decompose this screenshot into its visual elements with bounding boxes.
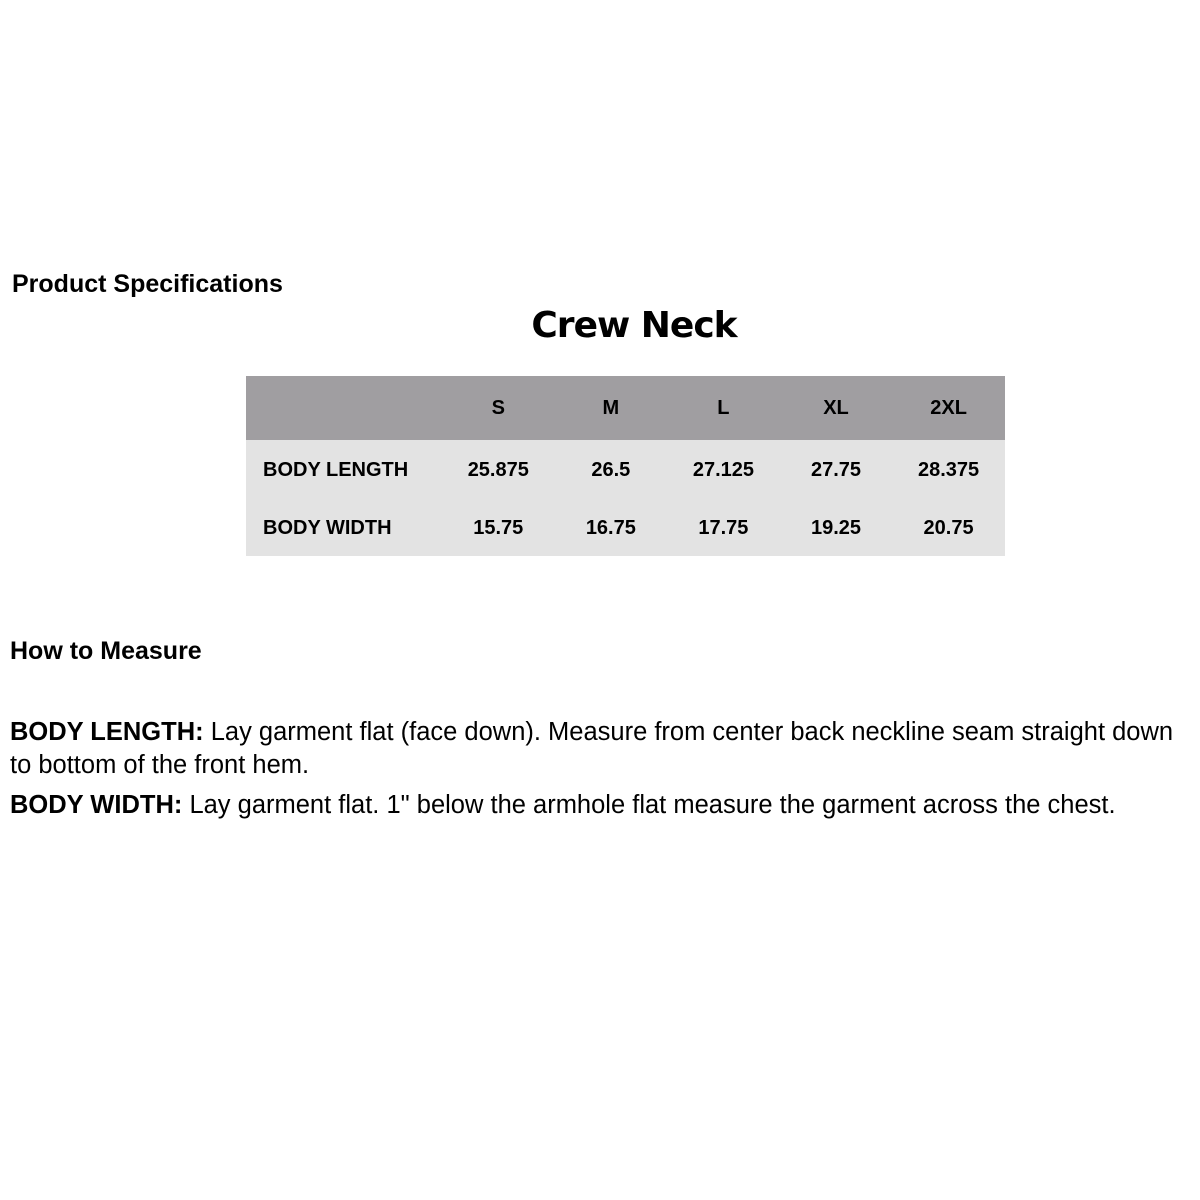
instruction-term: BODY LENGTH:	[10, 718, 204, 746]
header-size-xl: XL	[823, 396, 849, 419]
table-cell: 20.75	[923, 516, 974, 539]
table-cell: 27.75	[810, 458, 862, 481]
instruction-text: Lay garment flat. 1" below the armhole f…	[182, 791, 1116, 819]
table-cell: 25.875	[467, 458, 529, 481]
product-title: Crew Neck	[531, 305, 737, 346]
table-cell: 28.375	[917, 458, 980, 481]
instruction-text: Lay garment flat (face down). Measure fr…	[10, 718, 1174, 779]
header-size-2xl: 2XL	[930, 396, 967, 419]
instruction-term: BODY WIDTH:	[10, 791, 183, 819]
product-specifications-heading: Product Specifications	[12, 270, 283, 298]
table-cell: 16.75	[585, 516, 636, 539]
body-width-instruction: BODY WIDTH: Lay garment flat. 1" below t…	[10, 789, 1200, 822]
body-length-instruction: BODY LENGTH: Lay garment flat (face down…	[10, 716, 1200, 782]
table-cell: 27.125	[692, 458, 754, 481]
table-cell: 15.75	[473, 516, 524, 539]
header-size-l: L	[717, 396, 730, 419]
table-row: BODY WIDTH 15.75 16.75 17.75 19.25 20.75	[246, 500, 1005, 556]
header-size-m: M	[602, 396, 620, 419]
table-header-row: S M L XL 2XL	[246, 376, 1005, 440]
table-cell: 19.25	[810, 516, 862, 539]
header-empty	[246, 376, 442, 440]
row-label: BODY WIDTH	[263, 516, 392, 539]
table-cell: 17.75	[698, 516, 749, 539]
size-chart-table: S M L XL 2XL BODY LENGTH 25.875 26.5 27.…	[246, 376, 1005, 556]
row-label: BODY LENGTH	[263, 458, 409, 481]
how-to-measure-heading: How to Measure	[10, 637, 202, 665]
header-size-s: S	[491, 396, 505, 419]
table-cell: 26.5	[591, 458, 631, 481]
table-row: BODY LENGTH 25.875 26.5 27.125 27.75 28.…	[246, 440, 1005, 500]
